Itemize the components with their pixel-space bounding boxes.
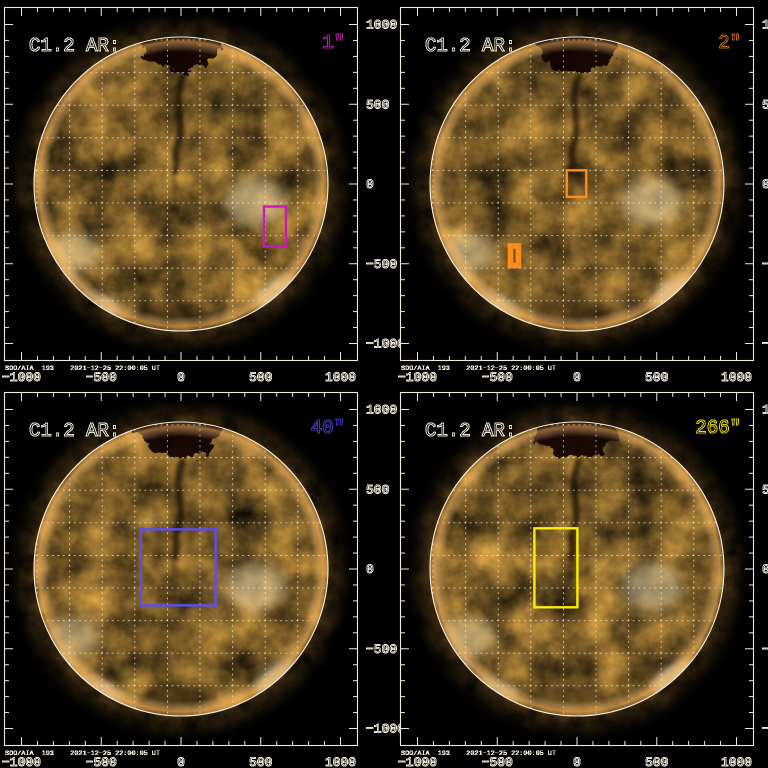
svg-text:500: 500 [249, 755, 272, 768]
svg-text:SDO/AIA 193 2021−12−25 22:: SDO/AIA 193 2021−12−25 22:00:05 UT [5, 750, 160, 758]
svg-text:−500: −500 [762, 641, 768, 656]
svg-text:1000: 1000 [366, 402, 397, 417]
svg-text:500: 500 [645, 370, 668, 385]
svg-text:0: 0 [762, 177, 768, 192]
svg-text:0: 0 [177, 755, 185, 768]
svg-text:1000: 1000 [720, 370, 751, 385]
svg-text:C1.2 AR:: C1.2 AR: [29, 420, 120, 442]
svg-text:1": 1" [322, 32, 345, 54]
svg-text:−500: −500 [366, 256, 397, 271]
svg-text:0: 0 [366, 177, 374, 192]
svg-text:0: 0 [573, 370, 581, 385]
svg-text:SDO/AIA 193 2021−12−25 22:: SDO/AIA 193 2021−12−25 22:00:05 UT [401, 365, 556, 373]
svg-text:0: 0 [177, 370, 185, 385]
svg-text:266": 266" [695, 417, 741, 439]
svg-text:1000: 1000 [762, 17, 768, 32]
svg-text:40": 40" [310, 417, 344, 439]
svg-text:1000: 1000 [324, 370, 355, 385]
svg-text:1000: 1000 [762, 402, 768, 417]
svg-text:500: 500 [366, 97, 389, 112]
svg-text:−1000: −1000 [762, 721, 768, 736]
svg-text:0: 0 [366, 562, 374, 577]
svg-text:500: 500 [762, 482, 768, 497]
svg-text:−500: −500 [366, 641, 397, 656]
svg-text:−1000: −1000 [762, 336, 768, 351]
svg-text:500: 500 [366, 482, 389, 497]
svg-text:C1.2 AR:: C1.2 AR: [425, 35, 516, 57]
svg-text:1000: 1000 [324, 755, 355, 768]
svg-text:500: 500 [762, 97, 768, 112]
svg-text:−500: −500 [762, 256, 768, 271]
svg-text:SDO/AIA 193 2021−12−25 22:: SDO/AIA 193 2021−12−25 22:00:05 UT [5, 365, 160, 373]
svg-text:SDO/AIA 193 2021−12−25 22:: SDO/AIA 193 2021−12−25 22:00:05 UT [401, 750, 556, 758]
svg-text:C1.2 AR:: C1.2 AR: [29, 35, 120, 57]
svg-text:2": 2" [718, 32, 741, 54]
svg-text:0: 0 [573, 755, 581, 768]
svg-text:0: 0 [762, 562, 768, 577]
svg-text:1000: 1000 [720, 755, 751, 768]
svg-text:C1.2 AR:: C1.2 AR: [425, 420, 516, 442]
svg-text:1000: 1000 [366, 17, 397, 32]
svg-text:500: 500 [645, 755, 668, 768]
svg-text:500: 500 [249, 370, 272, 385]
